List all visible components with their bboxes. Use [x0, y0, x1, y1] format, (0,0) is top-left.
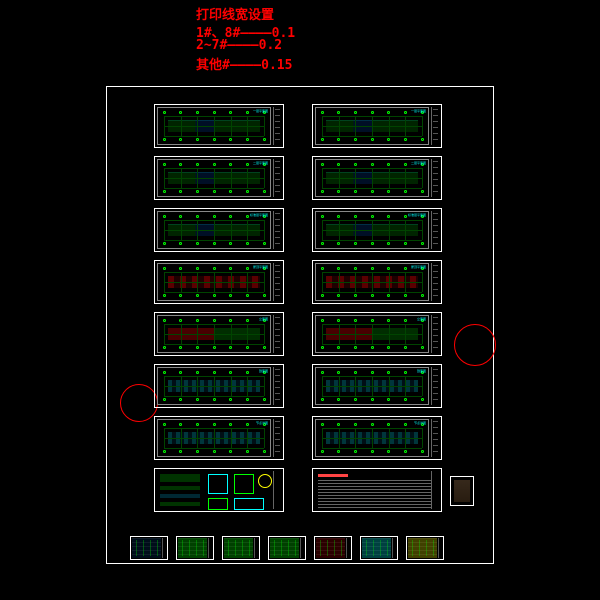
- drawing-sheet-r0-c0: 一层平面图: [154, 104, 284, 148]
- titleblock: [273, 159, 281, 197]
- sheet-label: 一层平面图: [411, 109, 426, 113]
- lineweight-line-2: 2~7#————0.2: [196, 38, 282, 53]
- lineweight-line-3: 其他#————0.15: [196, 54, 292, 73]
- revision-cloud-circle-left: [120, 384, 158, 422]
- notes-content: [316, 472, 433, 508]
- titleblock: [273, 471, 281, 509]
- titleblock: [273, 211, 281, 249]
- titleblock: [273, 367, 281, 405]
- small-sheet-1: [176, 536, 214, 560]
- drawing-sheet-r5-c1: 剖面图: [312, 364, 442, 408]
- drawing-sheet-r1-c0: 二层平面图: [154, 156, 284, 200]
- plan-grid: [322, 324, 422, 344]
- drawing-sheet-r4-c1: 立面图: [312, 312, 442, 356]
- drawing-viewport: 屋顶平面图: [157, 263, 271, 301]
- titleblock: [273, 419, 281, 457]
- drawing-viewport: 剖面图: [157, 367, 271, 405]
- small-sheet-3: [268, 536, 306, 560]
- titleblock: [431, 471, 439, 509]
- drawing-sheet-r2-c1: 标准层平面图: [312, 208, 442, 252]
- small-content: [408, 538, 437, 558]
- plan-grid: [164, 168, 264, 188]
- titleblock: [431, 263, 439, 301]
- drawing-viewport: 二层平面图: [315, 159, 429, 197]
- drawing-viewport: 屋顶平面图: [315, 263, 429, 301]
- sheet-label: 剖面图: [259, 369, 268, 373]
- plan-grid: [322, 168, 422, 188]
- stamp-sheet: [450, 476, 474, 506]
- drawing-viewport: 标准层平面图: [157, 211, 271, 249]
- small-content: [178, 538, 207, 558]
- revision-cloud-circle-right: [454, 324, 496, 366]
- sheet-label: 二层平面图: [253, 161, 268, 165]
- drawing-viewport: 节点详图: [315, 419, 429, 457]
- plan-grid: [164, 116, 264, 136]
- sheet-label: 立面图: [417, 317, 426, 321]
- small-sheet-6: [406, 536, 444, 560]
- plan-grid: [322, 220, 422, 240]
- plan-grid: [164, 376, 264, 396]
- drawing-sheet-r4-c0: 立面图: [154, 312, 284, 356]
- drawing-viewport: 节点详图: [157, 419, 271, 457]
- drawing-sheet-r2-c0: 标准层平面图: [154, 208, 284, 252]
- sheet-label: 立面图: [259, 317, 268, 321]
- plan-grid: [164, 428, 264, 448]
- drawing-viewport: 立面图: [157, 315, 271, 353]
- drawing-sheet-r1-c1: 二层平面图: [312, 156, 442, 200]
- drawing-sheet-r3-c1: 屋顶平面图: [312, 260, 442, 304]
- titleblock: [431, 159, 439, 197]
- print-lineweight-title: 打印线宽设置: [196, 4, 274, 23]
- small-content: [270, 538, 299, 558]
- drawing-viewport: 一层平面图: [315, 107, 429, 145]
- plan-grid: [164, 324, 264, 344]
- drawing-viewport: 剖面图: [315, 367, 429, 405]
- plan-grid: [322, 272, 422, 292]
- sheet-label: 一层平面图: [253, 109, 268, 113]
- plan-grid: [164, 272, 264, 292]
- sheet-label: 屋顶平面图: [253, 265, 268, 269]
- plan-grid: [322, 376, 422, 396]
- titleblock: [431, 419, 439, 457]
- drawing-sheet-r0-c1: 一层平面图: [312, 104, 442, 148]
- sheet-label: 二层平面图: [411, 161, 426, 165]
- plan-grid: [322, 116, 422, 136]
- plan-grid: [164, 220, 264, 240]
- drawing-viewport: 立面图: [315, 315, 429, 353]
- small-sheet-0: [130, 536, 168, 560]
- drawing-sheet-r6-c1: 节点详图: [312, 416, 442, 460]
- small-sheet-5: [360, 536, 398, 560]
- notes-details-sheet: [154, 468, 284, 512]
- titleblock: [431, 367, 439, 405]
- small-sheet-4: [314, 536, 352, 560]
- drawing-sheet-r5-c0: 剖面图: [154, 364, 284, 408]
- drawing-viewport: 标准层平面图: [315, 211, 429, 249]
- details-content: [158, 472, 275, 508]
- sheet-label: 标准层平面图: [408, 213, 426, 217]
- sheet-label: 节点详图: [256, 421, 268, 425]
- drawing-sheet-r3-c0: 屋顶平面图: [154, 260, 284, 304]
- titleblock: [273, 107, 281, 145]
- small-content: [132, 538, 161, 558]
- plan-grid: [322, 428, 422, 448]
- sheet-label: 标准层平面图: [250, 213, 268, 217]
- small-content: [316, 538, 345, 558]
- small-content: [362, 538, 391, 558]
- small-content: [224, 538, 253, 558]
- titleblock: [431, 107, 439, 145]
- sheet-label: 剖面图: [417, 369, 426, 373]
- titleblock: [431, 211, 439, 249]
- titleblock: [431, 315, 439, 353]
- titleblock: [273, 315, 281, 353]
- drawing-sheet-r6-c0: 节点详图: [154, 416, 284, 460]
- sheet-label: 节点详图: [414, 421, 426, 425]
- notes-text-sheet: [312, 468, 442, 512]
- small-sheet-2: [222, 536, 260, 560]
- drawing-viewport: 一层平面图: [157, 107, 271, 145]
- drawing-viewport: 二层平面图: [157, 159, 271, 197]
- titleblock: [273, 263, 281, 301]
- sheet-label: 屋顶平面图: [411, 265, 426, 269]
